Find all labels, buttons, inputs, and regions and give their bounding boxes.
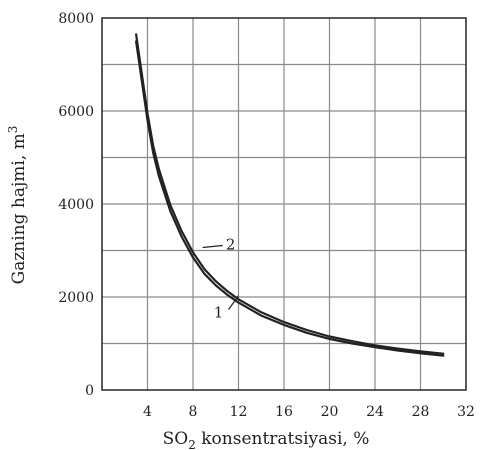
y-tick-label: 4000 — [58, 197, 94, 213]
x-tick-label: 28 — [412, 404, 430, 420]
x-tick-label: 20 — [321, 404, 339, 420]
curve-1-label: 1 — [214, 304, 224, 322]
curve-labels: 12 — [202, 235, 239, 322]
x-tick-label: 4 — [143, 404, 152, 420]
series-group — [135, 33, 445, 357]
x-axis-title: SO2 konsentratsiyasi, % — [163, 429, 370, 450]
x-tick-label: 24 — [366, 404, 384, 420]
grid — [102, 18, 466, 390]
series-2-line — [135, 33, 445, 355]
x-tick-label: 32 — [457, 404, 475, 420]
curve-2-label: 2 — [226, 235, 236, 253]
x-tick-label: 8 — [189, 404, 198, 420]
y-tick-label: 2000 — [58, 290, 94, 306]
y-tick-label: 6000 — [58, 104, 94, 120]
x-tick-label: 12 — [230, 404, 248, 420]
y-tick-label: 0 — [85, 383, 94, 399]
plot-frame — [101, 17, 467, 391]
x-tick-label: 16 — [275, 404, 293, 420]
axes — [101, 17, 467, 391]
curve-1-leader — [228, 295, 239, 310]
y-tick-label: 8000 — [58, 11, 94, 27]
curve-2-leader — [202, 244, 223, 249]
series-1-line — [135, 40, 445, 357]
y-axis-title: Gazning hajmi, m3 — [6, 126, 29, 285]
